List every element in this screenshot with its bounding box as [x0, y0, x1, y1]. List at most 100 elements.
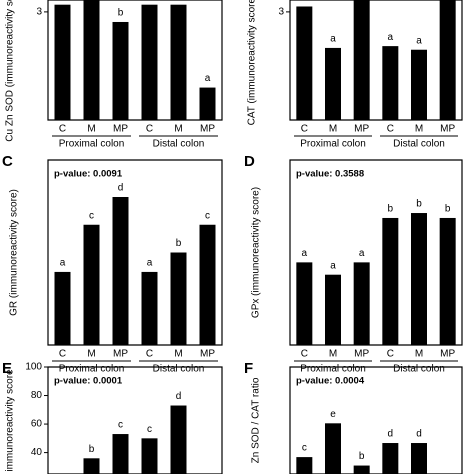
bar	[54, 4, 71, 120]
bar	[353, 465, 370, 474]
x-tick-label: M	[415, 124, 423, 135]
bar	[141, 271, 158, 345]
y-axis-label: GPx (immunoreactivity score)	[251, 187, 262, 318]
x-tick-label: MP	[113, 349, 128, 360]
p-value: p-value: 0.0004	[296, 376, 365, 387]
plot-frame	[47, 0, 223, 121]
bar	[141, 4, 158, 120]
bar	[112, 197, 129, 345]
panel-label: E	[2, 360, 12, 377]
significance-letter: b	[359, 451, 365, 462]
x-tick-label: MP	[200, 124, 215, 135]
bar	[439, 0, 456, 121]
bar	[170, 252, 187, 345]
plot-frame	[289, 159, 463, 346]
plot-frame	[47, 366, 223, 474]
plot-frame	[289, 0, 463, 121]
x-tick-label: M	[329, 349, 337, 360]
significance-letter: b	[388, 204, 394, 215]
bar	[439, 217, 456, 345]
bar	[353, 0, 370, 121]
bar	[112, 21, 129, 121]
significance-letter: a	[60, 258, 66, 269]
x-tick-label: MP	[354, 349, 369, 360]
significance-letter: c	[205, 210, 210, 221]
group-label: Distal colon	[153, 364, 205, 375]
y-tick-label: 80	[31, 390, 43, 401]
x-tick-label: MP	[113, 124, 128, 135]
y-tick-label: 3	[36, 7, 42, 18]
y-axis-label: Cu Zn SOD (immunoreactivity score)	[5, 0, 16, 142]
bar	[325, 47, 341, 120]
bar	[170, 405, 187, 474]
y-axis-label: CAT (immunoreactivity score)	[247, 0, 258, 125]
x-tick-label: M	[415, 349, 423, 360]
x-tick-label: M	[174, 124, 182, 135]
significance-letter: a	[302, 248, 308, 259]
y-tick-label: 40	[31, 447, 43, 458]
bar	[325, 274, 341, 345]
significance-letter: d	[416, 429, 422, 440]
x-tick-label: C	[146, 124, 153, 135]
bar	[296, 262, 313, 345]
bar	[411, 213, 427, 345]
significance-letter: c	[118, 420, 123, 431]
panel-label: F	[244, 360, 253, 377]
panel-label: C	[2, 153, 13, 170]
significance-letter: a	[359, 248, 365, 259]
bar	[112, 434, 129, 474]
significance-letter: c	[147, 424, 152, 435]
x-tick-label: C	[301, 349, 308, 360]
significance-letter: b	[118, 8, 124, 19]
group-label: Distal colon	[393, 364, 445, 375]
significance-letter: b	[89, 444, 95, 455]
group-label: Distal colon	[393, 139, 445, 150]
p-value: p-value: 0.0001	[54, 376, 123, 387]
y-axis-label: Zn SOD / CAT ratio	[251, 377, 262, 463]
significance-letter: d	[388, 429, 394, 440]
bar	[382, 443, 399, 474]
bar	[170, 4, 187, 120]
x-tick-label: MP	[440, 349, 455, 360]
significance-letter: a	[388, 32, 394, 43]
x-tick-label: MP	[440, 124, 455, 135]
x-tick-label: C	[146, 349, 153, 360]
group-label: Proximal colon	[59, 364, 125, 375]
bar	[353, 262, 370, 345]
x-tick-label: MP	[200, 349, 215, 360]
y-tick-label: 3	[278, 7, 284, 18]
bar	[199, 87, 216, 120]
x-tick-label: MP	[354, 124, 369, 135]
significance-letter: b	[416, 199, 422, 210]
bar	[54, 271, 71, 345]
x-tick-label: M	[87, 124, 95, 135]
panel-label: D	[244, 153, 255, 170]
p-value: p-value: 0.3588	[296, 169, 364, 180]
plot-frame	[289, 366, 463, 474]
x-tick-label: M	[174, 349, 182, 360]
group-label: Distal colon	[153, 139, 205, 150]
bar	[141, 438, 158, 474]
significance-letter: d	[176, 391, 182, 402]
x-tick-label: C	[301, 124, 308, 135]
y-tick-label: 100	[25, 362, 42, 373]
bar	[382, 217, 399, 345]
p-value: p-value: 0.0091	[54, 169, 123, 180]
group-label: Proximal colon	[300, 364, 366, 375]
significance-letter: a	[416, 35, 422, 46]
bar	[83, 0, 100, 121]
bar	[296, 6, 313, 120]
significance-letter: a	[147, 258, 153, 269]
bar	[382, 46, 399, 120]
bar	[411, 443, 427, 474]
significance-letter: b	[176, 238, 182, 249]
significance-letter: a	[205, 73, 211, 84]
x-tick-label: M	[87, 349, 95, 360]
x-tick-label: C	[387, 349, 394, 360]
bar	[83, 458, 100, 474]
x-tick-label: C	[59, 349, 66, 360]
plot-frame	[47, 159, 223, 346]
bar	[199, 224, 216, 345]
